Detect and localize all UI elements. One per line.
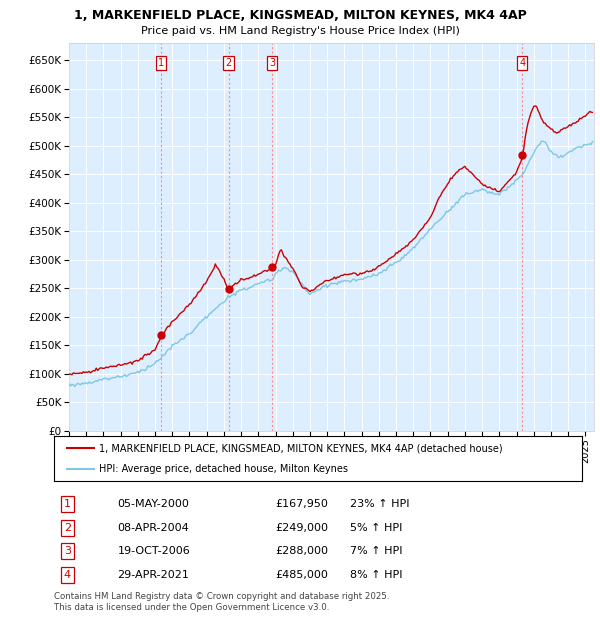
Text: 3: 3 — [269, 58, 275, 68]
Text: 7% ↑ HPI: 7% ↑ HPI — [350, 546, 402, 556]
Text: 1: 1 — [64, 499, 71, 509]
Text: 4: 4 — [64, 570, 71, 580]
Text: 8% ↑ HPI: 8% ↑ HPI — [350, 570, 402, 580]
Text: Price paid vs. HM Land Registry's House Price Index (HPI): Price paid vs. HM Land Registry's House … — [140, 26, 460, 36]
Text: £167,950: £167,950 — [275, 499, 329, 509]
Text: 23% ↑ HPI: 23% ↑ HPI — [350, 499, 409, 509]
Text: HPI: Average price, detached house, Milton Keynes: HPI: Average price, detached house, Milt… — [99, 464, 348, 474]
Text: 1, MARKENFIELD PLACE, KINGSMEAD, MILTON KEYNES, MK4 4AP: 1, MARKENFIELD PLACE, KINGSMEAD, MILTON … — [74, 9, 526, 22]
Text: 3: 3 — [64, 546, 71, 556]
Text: 4: 4 — [519, 58, 525, 68]
Text: 5% ↑ HPI: 5% ↑ HPI — [350, 523, 402, 533]
Text: 1: 1 — [158, 58, 164, 68]
Text: 2: 2 — [64, 523, 71, 533]
Text: 05-MAY-2000: 05-MAY-2000 — [118, 499, 189, 509]
Text: 29-APR-2021: 29-APR-2021 — [118, 570, 189, 580]
Text: £249,000: £249,000 — [275, 523, 329, 533]
Text: £288,000: £288,000 — [275, 546, 329, 556]
Text: £485,000: £485,000 — [275, 570, 329, 580]
Text: Contains HM Land Registry data © Crown copyright and database right 2025.
This d: Contains HM Land Registry data © Crown c… — [54, 592, 389, 611]
Text: 08-APR-2004: 08-APR-2004 — [118, 523, 189, 533]
Text: 19-OCT-2006: 19-OCT-2006 — [118, 546, 190, 556]
Text: 1, MARKENFIELD PLACE, KINGSMEAD, MILTON KEYNES, MK4 4AP (detached house): 1, MARKENFIELD PLACE, KINGSMEAD, MILTON … — [99, 443, 503, 453]
Text: 2: 2 — [226, 58, 232, 68]
